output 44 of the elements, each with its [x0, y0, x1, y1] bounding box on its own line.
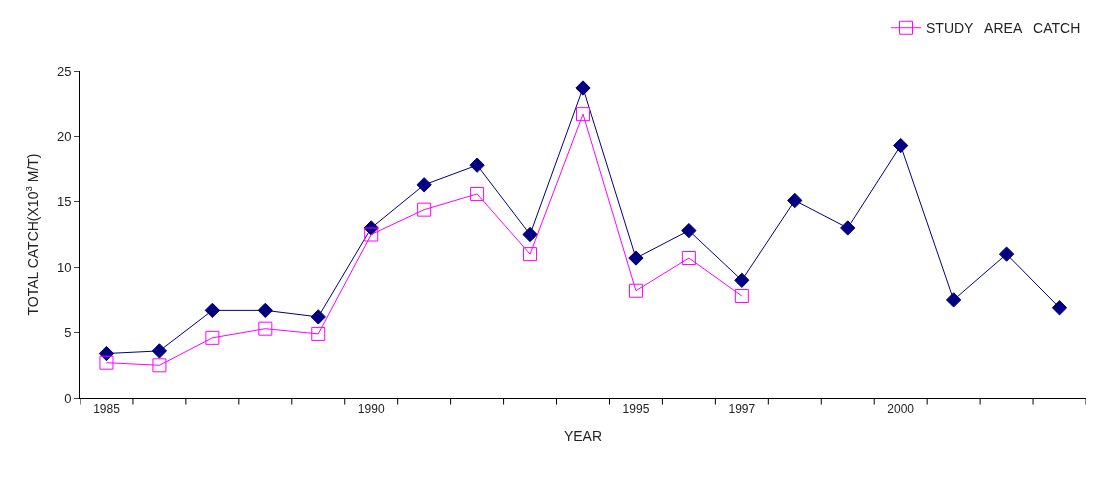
x-tick-label: 2000 [887, 402, 915, 417]
point [364, 227, 379, 242]
point [998, 246, 1015, 262]
point [575, 80, 591, 96]
point [628, 283, 643, 298]
point [152, 358, 167, 373]
y-tick-label: 5 [64, 325, 72, 341]
point [523, 247, 538, 262]
y-tick-label: 0 [64, 390, 72, 406]
point [734, 272, 750, 288]
x-tick-label: 1995 [622, 402, 650, 417]
point [522, 226, 538, 243]
point [310, 309, 326, 325]
x-tick-label: 1997 [728, 402, 756, 417]
point [1051, 300, 1068, 316]
point [311, 326, 326, 341]
x-axis-title: YEAR [563, 427, 603, 444]
point [257, 302, 273, 319]
point [787, 192, 803, 209]
y-tick-label: 20 [56, 128, 72, 144]
point [945, 292, 962, 308]
point [99, 355, 114, 370]
point [734, 288, 749, 303]
x-tick-label: 1990 [357, 402, 385, 417]
point [840, 220, 856, 236]
point [204, 302, 221, 319]
point [205, 330, 220, 345]
point [417, 202, 432, 217]
point [893, 137, 909, 154]
point [681, 251, 696, 266]
y-tick-label: 25 [56, 63, 72, 79]
point [98, 345, 115, 362]
point [151, 343, 168, 359]
point [469, 157, 485, 173]
y-tick-label: 10 [56, 259, 72, 275]
point [258, 321, 273, 336]
point [576, 107, 590, 122]
legend-label: STUDY AREA CATCH [926, 20, 1081, 37]
point [416, 177, 432, 193]
point [681, 222, 697, 239]
y-tick-label: 15 [56, 194, 72, 210]
x-tick-label: 1985 [93, 402, 121, 417]
point [470, 186, 485, 201]
point [628, 250, 644, 266]
